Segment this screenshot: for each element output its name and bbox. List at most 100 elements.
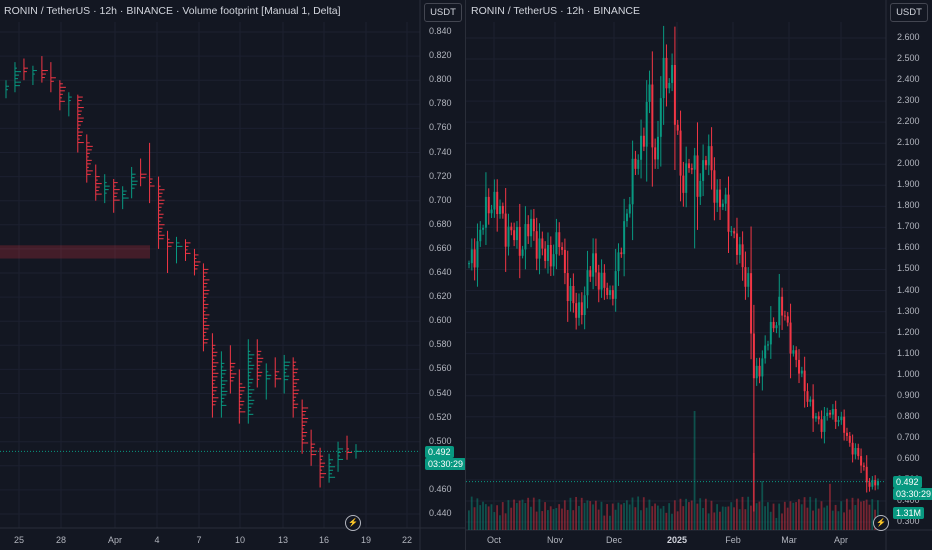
footprint-chart-pane[interactable]: RONIN / TetherUS · 12h · BINANCE · Volum… bbox=[0, 0, 465, 550]
candle bbox=[848, 431, 851, 447]
volume-bar bbox=[741, 496, 744, 530]
candle-body bbox=[769, 321, 772, 345]
footprint-candle bbox=[158, 176, 165, 249]
footprint-candle bbox=[193, 248, 201, 276]
pane-divider[interactable] bbox=[465, 0, 466, 550]
footprint-candle bbox=[211, 333, 219, 418]
volume-bar bbox=[707, 513, 710, 530]
candle-body bbox=[814, 416, 817, 419]
candle-body bbox=[840, 416, 843, 421]
candlestick-chart-pane[interactable]: RONIN / TetherUS · 12h · BINANCE USDT 2.… bbox=[466, 0, 932, 550]
volume-bar bbox=[645, 507, 648, 530]
candle-body bbox=[532, 218, 535, 232]
candlestick-chart-canvas[interactable] bbox=[466, 0, 932, 550]
candle-body bbox=[812, 399, 815, 419]
candle bbox=[854, 443, 857, 460]
candle bbox=[524, 206, 527, 270]
volume-bar bbox=[566, 509, 569, 530]
candle-body bbox=[693, 155, 696, 170]
volume-bar bbox=[530, 506, 532, 530]
footprint-candle bbox=[265, 363, 272, 400]
last-price-tag: 0.492 bbox=[425, 446, 454, 458]
volume-bar bbox=[761, 481, 764, 530]
candle-body bbox=[501, 205, 504, 214]
candle-body bbox=[470, 249, 473, 264]
footprint-candle bbox=[167, 230, 174, 273]
volume-bar bbox=[789, 501, 792, 530]
candle-body bbox=[611, 290, 614, 299]
candle bbox=[482, 224, 485, 235]
footprint-candle bbox=[77, 94, 84, 153]
price-tick-label: 0.300 bbox=[897, 516, 920, 526]
volume-bar bbox=[521, 499, 524, 530]
footprint-candle bbox=[122, 186, 129, 210]
time-tick-label: 4 bbox=[154, 535, 160, 545]
footprint-candle bbox=[355, 444, 362, 459]
volume-bar bbox=[555, 508, 558, 530]
candle bbox=[527, 215, 530, 244]
footprint-candle bbox=[346, 435, 353, 460]
candle-body bbox=[679, 130, 682, 176]
candle bbox=[654, 138, 657, 169]
candle bbox=[589, 266, 592, 282]
candle-body bbox=[696, 155, 699, 197]
candle bbox=[871, 476, 874, 490]
footprint-chart-canvas[interactable] bbox=[0, 0, 465, 550]
volume-bar bbox=[637, 496, 640, 530]
time-tick-label: 22 bbox=[401, 535, 413, 545]
candle-body bbox=[651, 84, 654, 148]
volume-bar bbox=[510, 507, 513, 530]
volume-bar bbox=[563, 500, 566, 530]
candle bbox=[623, 198, 626, 277]
candle-body bbox=[690, 168, 693, 170]
volume-bar bbox=[507, 500, 510, 530]
candle bbox=[504, 188, 507, 272]
candle bbox=[724, 187, 727, 211]
footprint-candle bbox=[104, 174, 110, 204]
volume-bar bbox=[535, 511, 538, 530]
currency-button[interactable]: USDT bbox=[890, 3, 928, 22]
candle bbox=[549, 236, 552, 277]
candle-body bbox=[685, 163, 688, 193]
volume-bar bbox=[544, 502, 546, 530]
price-tick-label: 0.740 bbox=[429, 146, 452, 157]
candle bbox=[637, 154, 640, 175]
candle-body bbox=[648, 84, 651, 102]
lightning-icon[interactable]: ⚡ bbox=[345, 515, 361, 531]
volume-bar bbox=[552, 509, 555, 530]
time-tick-label: 2025 bbox=[666, 535, 688, 545]
volume-bar bbox=[696, 503, 699, 530]
volume-bar bbox=[837, 511, 840, 530]
candle bbox=[493, 179, 496, 218]
candle-body bbox=[716, 189, 719, 203]
candle-body bbox=[530, 218, 533, 237]
candle-body bbox=[730, 231, 733, 233]
footprint-candle bbox=[113, 179, 120, 213]
volume-bar bbox=[679, 498, 682, 530]
candle-body bbox=[834, 408, 837, 422]
candle-body bbox=[665, 57, 668, 89]
candle-body bbox=[871, 480, 874, 487]
candle bbox=[609, 285, 612, 300]
price-tick-label: 2.400 bbox=[897, 74, 920, 85]
candle-body bbox=[538, 238, 541, 259]
candle bbox=[656, 120, 659, 170]
footprint-candle bbox=[301, 399, 309, 454]
candle bbox=[707, 134, 710, 176]
price-tick-label: 0.460 bbox=[429, 483, 452, 494]
footprint-candle bbox=[310, 429, 318, 466]
candle bbox=[592, 238, 595, 290]
volume-bar bbox=[857, 498, 860, 530]
lightning-icon[interactable]: ⚡ bbox=[873, 515, 889, 531]
candle bbox=[597, 264, 600, 303]
candle-body bbox=[699, 180, 702, 197]
volume-bar bbox=[685, 498, 687, 530]
currency-button[interactable]: USDT bbox=[424, 3, 462, 22]
volume-bar bbox=[699, 498, 702, 530]
volume-bar bbox=[625, 500, 628, 530]
candle-body bbox=[609, 290, 612, 296]
candle bbox=[535, 217, 538, 271]
candle-body bbox=[702, 160, 705, 181]
candle bbox=[668, 78, 671, 94]
candle bbox=[625, 208, 628, 227]
